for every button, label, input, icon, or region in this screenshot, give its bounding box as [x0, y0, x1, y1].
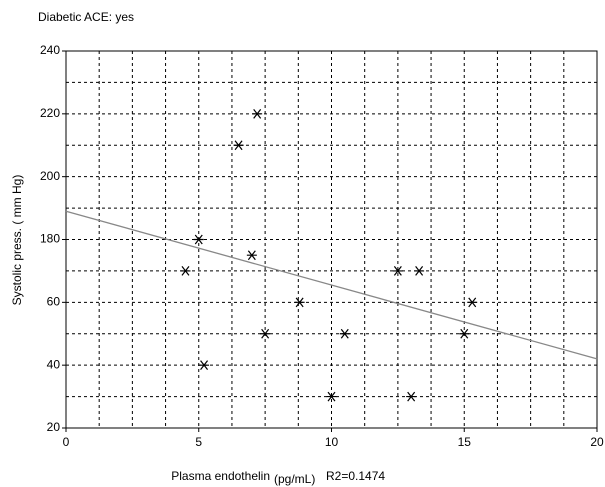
x-tick-label: 0: [63, 435, 70, 449]
chart-title: Diabetic ACE: yes: [38, 10, 134, 24]
y-tick-label: 60: [47, 295, 61, 309]
data-point: [260, 328, 271, 339]
data-point: [199, 360, 210, 371]
x-axis-label: Plasma endothelin: [171, 469, 270, 483]
annotation: R2=0.1474: [326, 469, 385, 483]
y-tick-label: 220: [40, 106, 60, 120]
data-point: [180, 266, 191, 276]
y-tick-label: 180: [40, 232, 60, 246]
data-point: [252, 108, 263, 119]
data-point: [467, 297, 478, 308]
x-tick-label: 5: [195, 435, 202, 449]
data-point: [233, 140, 244, 151]
data-point: [339, 328, 350, 339]
data-point: [193, 234, 204, 245]
data-point: [392, 266, 403, 276]
data-point: [414, 266, 425, 276]
y-axis-label: Systolic press. ( mm Hg): [10, 175, 24, 306]
x-tick-label: 15: [458, 435, 472, 449]
x-tick-label: 20: [590, 435, 604, 449]
data-point: [459, 328, 470, 339]
data-point: [326, 391, 337, 402]
data-point: [294, 297, 305, 308]
x-axis-unit: (pg/mL): [274, 472, 315, 486]
y-tick-label: 20: [47, 420, 61, 434]
data-point: [406, 391, 417, 402]
x-tick-label: 10: [325, 435, 339, 449]
y-tick-label: 200: [40, 169, 60, 183]
y-tick-label: 240: [40, 43, 60, 57]
y-tick-label: 40: [47, 357, 61, 371]
fit-line: [65, 210, 598, 360]
data-point: [246, 250, 257, 261]
